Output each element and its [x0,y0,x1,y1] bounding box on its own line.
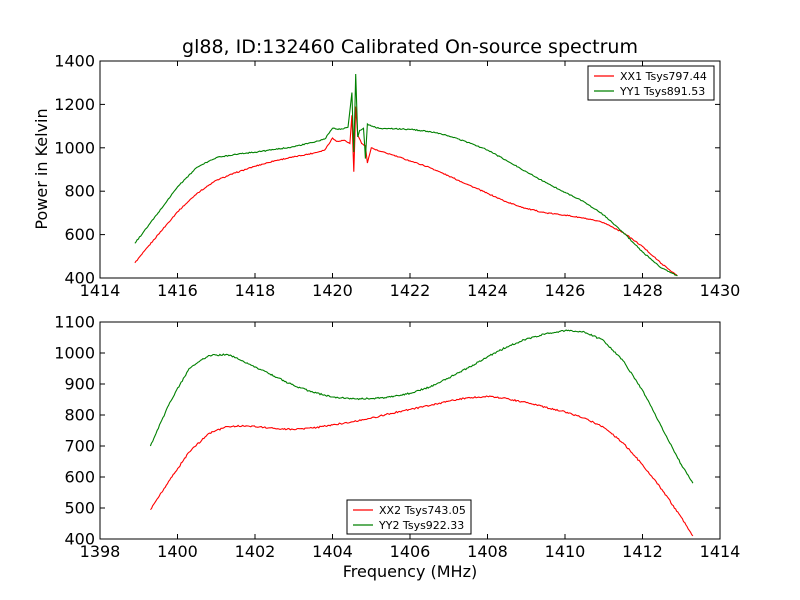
x-axis-label: Frequency (MHz) [343,562,477,581]
y-tick-label: 900 [64,375,95,394]
x-tick-label: 1398 [80,542,121,561]
y-tick-label: 700 [64,437,95,456]
y-tick-label: 500 [64,499,95,518]
x-tick-label: 1424 [467,281,508,300]
chart-panel-2: 1398 1400 1402 1404 1406 1408 1410 1412 1414 400 5… [54,313,740,562]
x-tick-label: 1412 [622,542,663,561]
series-line-xx1 [134,106,678,277]
chart-panel-1: 1414 1416 1418 1420 1422 1424 1426 1428 1430 400 6… [54,52,740,301]
y-tick-label: 600 [64,468,95,487]
y-tick-label: 1100 [54,313,95,332]
legend-label: XX2 Tsys743.05 [379,504,466,517]
legend-label: YY1 Tsys891.53 [619,85,705,98]
series-line-yy1 [134,73,678,277]
x-tick-label: 1418 [235,281,276,300]
x-tick-label: 1400 [157,542,198,561]
legend-label: XX1 Tsys797.44 [620,70,707,83]
series-line-yy2 [149,329,694,484]
x-tick-label: 1404 [312,542,353,561]
x-tick-label: 1410 [545,542,586,561]
x-tick-label: 1414 [700,542,741,561]
x-tick-label: 1402 [235,542,276,561]
x-tick-label: 1426 [545,281,586,300]
legend-box [346,499,472,535]
y-tick-label: 800 [64,406,95,425]
y-tick-label: 1000 [54,344,95,363]
y-tick-label: 400 [64,269,95,288]
x-tick-label: 1430 [700,281,741,300]
series-line-xx2 [150,395,694,537]
x-tick-label: 1408 [467,542,508,561]
x-tick-label: 1416 [157,281,198,300]
x-tick-label: 1414 [80,281,121,300]
y-tick-label: 800 [64,182,95,201]
y-tick-label: 1200 [54,95,95,114]
x-tick-label: 1420 [312,281,353,300]
legend: XX2 Tsys743.05 YY2 Tsys922.33 [346,499,472,535]
legend: XX1 Tsys797.44 YY1 Tsys891.53 [587,65,715,101]
y-tick-label: 600 [64,225,95,244]
y-tick-label: 400 [64,530,95,549]
legend-label: YY2 Tsys922.33 [378,519,464,532]
x-tick-label: 1428 [622,281,663,300]
y-axis-label: Power in Kelvin [32,108,51,229]
y-tick-label: 1000 [54,138,95,157]
x-tick-label: 1422 [390,281,431,300]
x-tick-label: 1406 [390,542,431,561]
y-tick-label: 1400 [54,52,95,71]
chart-title: gl88, ID:132460 Calibrated On-source spe… [182,36,638,58]
legend-box [587,65,715,101]
